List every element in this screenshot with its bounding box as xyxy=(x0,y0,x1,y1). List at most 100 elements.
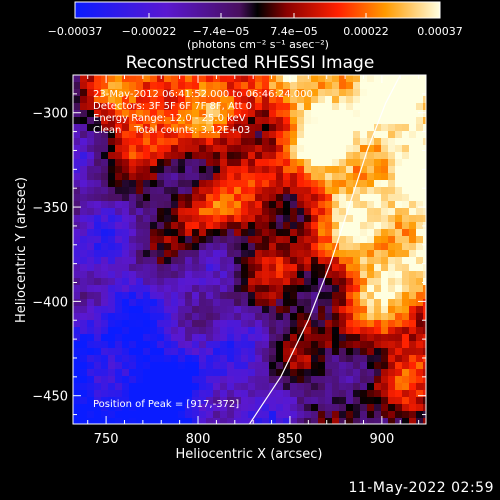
heatmap-cell xyxy=(192,173,200,181)
heatmap-cell xyxy=(311,285,319,293)
heatmap-cell xyxy=(248,236,256,244)
heatmap-cell xyxy=(269,145,277,153)
heatmap-cell xyxy=(381,152,389,160)
heatmap-cell xyxy=(94,299,102,307)
heatmap-cell xyxy=(276,138,284,146)
colorbar-tick-label: −0.00022 xyxy=(122,25,177,38)
heatmap-cell xyxy=(87,257,95,265)
heatmap-cell xyxy=(150,222,158,230)
heatmap-cell xyxy=(297,362,305,370)
heatmap-cell xyxy=(157,229,165,237)
heatmap-cell xyxy=(199,82,207,90)
heatmap-cell xyxy=(234,173,242,181)
heatmap-cell xyxy=(283,257,291,265)
heatmap-cell xyxy=(80,103,88,111)
heatmap-cell xyxy=(290,306,298,314)
heatmap-cell xyxy=(290,103,298,111)
heatmap-cell xyxy=(276,166,284,174)
heatmap-cell xyxy=(388,236,396,244)
heatmap-cell xyxy=(416,166,424,174)
heatmap-cell xyxy=(136,313,144,321)
heatmap-cell xyxy=(423,159,426,167)
heatmap-cell xyxy=(409,103,417,111)
heatmap-cell xyxy=(388,271,396,279)
heatmap-cell xyxy=(108,166,116,174)
heatmap-cell xyxy=(416,334,424,342)
heatmap-cell xyxy=(269,411,277,419)
heatmap-cell xyxy=(241,404,249,412)
heatmap-cell xyxy=(374,411,382,419)
heatmap-cell xyxy=(353,145,361,153)
heatmap-cell xyxy=(346,362,354,370)
heatmap-cell xyxy=(360,180,368,188)
heatmap-cell xyxy=(241,285,249,293)
heatmap-cell xyxy=(346,348,354,356)
heatmap-cell xyxy=(192,411,200,419)
heatmap-cell xyxy=(94,75,102,83)
heatmap-cell xyxy=(283,187,291,195)
heatmap-cell xyxy=(206,250,214,258)
heatmap-cell xyxy=(255,75,263,83)
heatmap-cell xyxy=(192,124,200,132)
heatmap-cell xyxy=(318,194,326,202)
heatmap-cell xyxy=(115,250,123,258)
heatmap-cell xyxy=(353,250,361,258)
heatmap-cell xyxy=(171,208,179,216)
x-tick-label: 850 xyxy=(278,432,303,447)
heatmap-cell xyxy=(248,390,256,398)
heatmap-cell xyxy=(213,117,221,125)
heatmap-cell xyxy=(388,355,396,363)
heatmap-cell xyxy=(353,117,361,125)
heatmap-cell xyxy=(409,348,417,356)
heatmap-cell xyxy=(122,222,130,230)
heatmap-cell xyxy=(136,278,144,286)
heatmap-cell xyxy=(367,404,375,412)
heatmap-cell xyxy=(297,299,305,307)
heatmap-cell xyxy=(318,89,326,97)
heatmap-cell xyxy=(339,341,347,349)
heatmap-cell xyxy=(304,194,312,202)
heatmap-cell xyxy=(164,306,172,314)
heatmap-cell xyxy=(402,334,410,342)
heatmap-cell xyxy=(367,236,375,244)
heatmap-cell xyxy=(206,418,214,424)
heatmap-cell xyxy=(94,278,102,286)
heatmap-cell xyxy=(234,404,242,412)
heatmap-cell xyxy=(157,138,165,146)
heatmap-cell xyxy=(332,82,340,90)
heatmap-cell xyxy=(276,397,284,405)
heatmap-cell xyxy=(136,117,144,125)
heatmap-cell xyxy=(388,75,396,83)
heatmap-cell xyxy=(157,362,165,370)
heatmap-cell xyxy=(339,411,347,419)
heatmap-cell xyxy=(388,250,396,258)
heatmap-cell xyxy=(73,159,81,167)
heatmap-cell xyxy=(339,75,347,83)
heatmap-cell xyxy=(206,222,214,230)
heatmap-cell xyxy=(80,327,88,335)
heatmap-cell xyxy=(255,145,263,153)
heatmap-cell xyxy=(192,215,200,223)
heatmap-cell xyxy=(213,299,221,307)
heatmap-cell xyxy=(381,334,389,342)
heatmap-cell xyxy=(108,285,116,293)
heatmap-cell xyxy=(234,250,242,258)
heatmap-cell xyxy=(339,369,347,377)
heatmap-cell xyxy=(185,75,193,83)
heatmap-cell xyxy=(304,173,312,181)
heatmap-cell xyxy=(157,187,165,195)
heatmap-cell xyxy=(101,320,109,328)
heatmap-cell xyxy=(178,341,186,349)
heatmap-cell xyxy=(164,369,172,377)
heatmap-cell xyxy=(136,250,144,258)
heatmap-cell xyxy=(234,187,242,195)
heatmap-cell xyxy=(311,75,319,83)
heatmap-cell xyxy=(325,75,333,83)
heatmap-cell xyxy=(318,327,326,335)
heatmap-cell xyxy=(416,250,424,258)
heatmap-cell xyxy=(129,229,137,237)
heatmap-cell xyxy=(143,187,151,195)
heatmap-cell xyxy=(185,103,193,111)
heatmap-cell xyxy=(143,397,151,405)
heatmap-cell xyxy=(269,173,277,181)
